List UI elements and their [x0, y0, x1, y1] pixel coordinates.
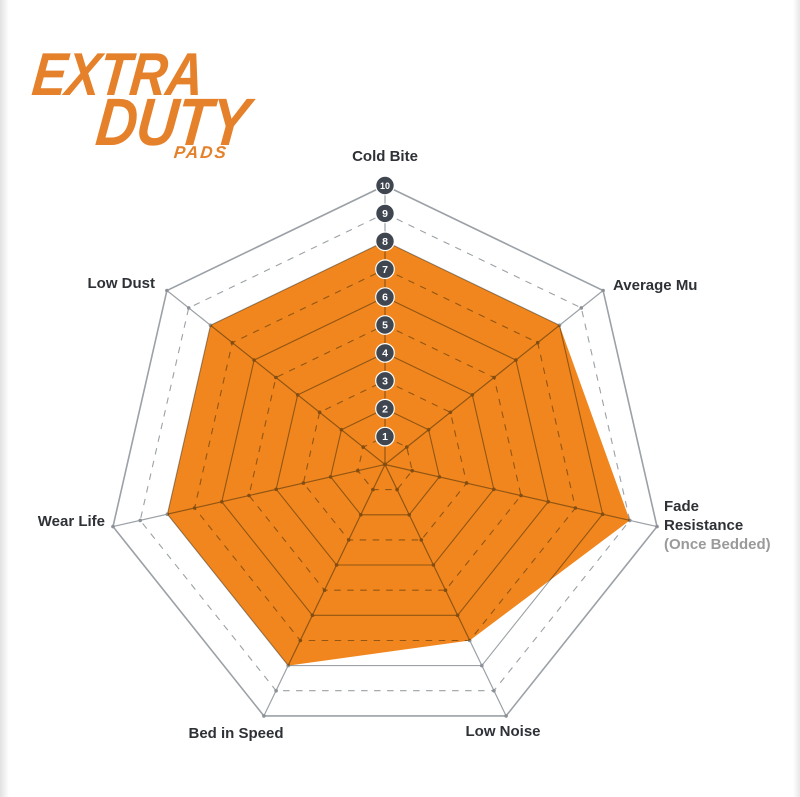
scale-marker-9 — [375, 203, 395, 224]
scale-marker-label-4: 4 — [382, 348, 388, 360]
scale-marker-4 — [375, 343, 395, 363]
scale-marker-label-3: 3 — [382, 375, 388, 387]
axis-label-once-bedded: (Once Bedded) — [664, 536, 771, 553]
scale-marker-label-10: 10 — [380, 181, 390, 191]
axis-label-fade-resistance-main: Fade Resistance — [664, 498, 744, 534]
grid-node — [111, 524, 115, 529]
scale-marker-label-5: 5 — [382, 320, 388, 332]
grid-node — [165, 288, 169, 293]
scale-marker-6 — [375, 287, 395, 308]
grid-node — [655, 524, 659, 529]
scale-marker-label-8: 8 — [382, 236, 388, 248]
scale-marker-1 — [375, 426, 395, 447]
grid-node — [138, 518, 142, 523]
axis-label-wear-life: Wear Life — [37, 513, 105, 530]
scale-marker-2 — [375, 398, 395, 419]
scale-marker-label-7: 7 — [382, 264, 388, 276]
axis-label-low-dust: Low Dust — [87, 275, 156, 292]
grid-node — [186, 306, 191, 310]
axis-label-low-noise: Low Noise — [465, 723, 541, 740]
grid-node — [274, 688, 278, 693]
scale-marker-label-6: 6 — [382, 292, 388, 304]
scale-markers: 1 2 3 4 5 6 7 8 9 10 — [375, 175, 395, 447]
scale-marker-label-9: 9 — [382, 208, 388, 220]
grid-ring-10 — [112, 184, 658, 717]
scale-marker-8 — [375, 231, 395, 252]
radar-data-polygon — [167, 241, 630, 666]
axis-label-fade-resistance: Fade Resistance (Once Bedded) — [664, 497, 771, 554]
axis-label-average-mu: Average Mu — [613, 277, 698, 294]
scale-marker-5 — [375, 315, 395, 335]
scale-marker-7 — [375, 259, 395, 280]
axis-label-cold-bite: Cold Bite — [352, 148, 418, 165]
scale-marker-3 — [375, 370, 395, 391]
grid-node — [492, 688, 496, 693]
grid-node — [504, 714, 508, 718]
scale-marker-label-2: 2 — [382, 403, 388, 415]
axis-label-bed-in-speed: Bed in Speed — [188, 725, 284, 742]
grid-node — [601, 288, 605, 293]
grid-node — [480, 663, 484, 668]
grid-node — [579, 306, 584, 310]
scale-marker-10 — [375, 175, 395, 196]
scale-marker-label-1: 1 — [382, 431, 388, 443]
grid-node — [262, 714, 266, 718]
